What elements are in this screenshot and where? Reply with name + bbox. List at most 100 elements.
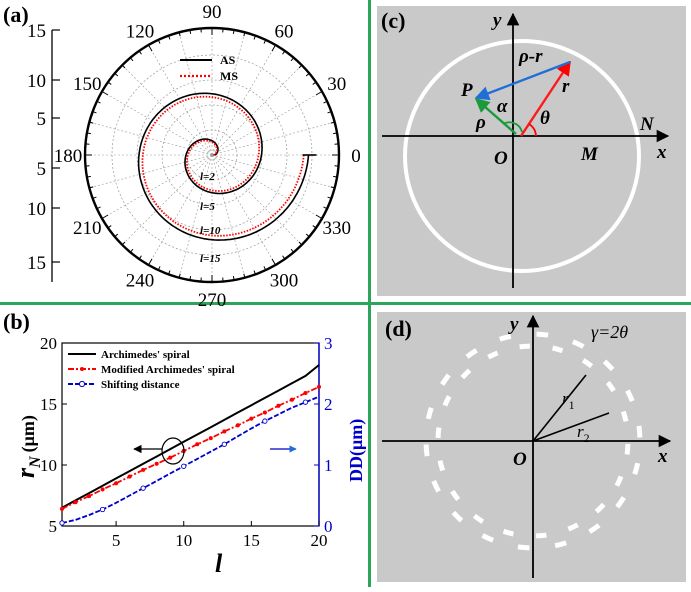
curve-label-l2: l=2	[200, 171, 215, 183]
series-point-1	[128, 475, 131, 478]
series-point-1	[142, 468, 145, 471]
angle-tick-330: 330	[322, 218, 351, 239]
ring-segment	[635, 463, 638, 474]
ring-segment	[504, 531, 514, 534]
legend-modified-label: Modified Archimedes' spiral	[101, 364, 235, 376]
series-lines	[60, 365, 321, 525]
ring-segment	[639, 426, 640, 438]
origin-label: O	[513, 449, 527, 470]
r2-label-sub: 2	[584, 431, 590, 445]
angle-tick-300: 300	[270, 271, 299, 292]
series-point-1	[304, 391, 307, 394]
angle-tick-240: 240	[126, 271, 155, 292]
y-axis-label: y	[508, 314, 519, 335]
angle-tick-0: 0	[351, 146, 361, 167]
ring-segment	[428, 408, 431, 419]
legend-modified-marker	[80, 367, 84, 371]
ring-segment	[623, 412, 626, 422]
series-point-1	[87, 495, 90, 498]
angle-tick-30: 30	[327, 74, 346, 95]
y2-tick-label: 2	[324, 395, 333, 414]
rho-minus-r-label: ρ-r	[518, 46, 543, 67]
series-line-2	[62, 397, 319, 523]
origin-label: O	[494, 148, 508, 169]
series-point-1	[223, 430, 226, 433]
x-tick-label: 10	[175, 531, 192, 550]
series-point-1	[317, 385, 320, 388]
panel-d-background	[377, 312, 686, 582]
vertical-divider	[368, 0, 371, 587]
x-tick-label: 15	[243, 531, 260, 550]
angle-minor-tick	[190, 30, 191, 34]
x-axis-title: l	[215, 549, 223, 578]
x-axis-label: x	[656, 142, 667, 163]
angle-tick-60: 60	[275, 21, 294, 42]
series-point-1	[101, 488, 104, 491]
y-tick-label: 5	[49, 517, 58, 536]
x-tick-label: 5	[112, 531, 121, 550]
curve-label-l10: l=10	[200, 225, 221, 237]
angle-tick-180: 180	[54, 146, 83, 167]
legend-shifting-marker	[79, 381, 84, 386]
radial-tick-label: 10	[27, 71, 46, 92]
series-point-2	[263, 419, 267, 423]
series-point-2	[141, 486, 145, 490]
x-axis-label: x	[657, 446, 668, 467]
y-tick-label: 20	[40, 334, 57, 353]
gamma-text: γ=2θ	[591, 322, 628, 342]
legend-shifting-label: Shifting distance	[101, 379, 180, 391]
ring-segment	[518, 547, 530, 548]
angle-minor-tick	[333, 176, 337, 177]
series-point-1	[60, 507, 63, 510]
ring-segment	[438, 428, 439, 438]
y-axis-label: y	[491, 10, 502, 31]
ring-segment	[553, 348, 563, 351]
y-tick-label: 15	[40, 395, 57, 414]
ring-segment	[520, 346, 530, 347]
legend-ms-label: MS	[220, 69, 238, 83]
series-point-1	[115, 482, 118, 485]
y2-tick-label: 0	[324, 517, 333, 536]
panel-d-label: (d)	[385, 316, 412, 341]
ring-segment	[627, 444, 628, 454]
angle-tick-210: 210	[73, 218, 102, 239]
angle-tick-120: 120	[126, 21, 155, 42]
r-vector-label: r	[562, 76, 570, 97]
y2-tick-label: 3	[324, 334, 333, 353]
r1-label-sub: 1	[569, 398, 575, 412]
y-axis-title-unit: (μm)	[18, 415, 39, 452]
angle-minor-tick	[87, 133, 91, 134]
series-point-1	[250, 417, 253, 420]
panel-d-geometry-diagram: (d) γ=2θ y x O r1 r2	[377, 312, 686, 582]
series-point-2	[60, 521, 64, 525]
y-axis-title-sub: N	[27, 455, 44, 469]
series-point-1	[236, 424, 239, 427]
horizontal-divider	[0, 302, 691, 305]
legend-archimedes-label: Archimedes' spiral	[101, 349, 190, 361]
angle-minor-tick	[333, 133, 337, 134]
panel-b-label: (b)	[3, 309, 30, 334]
angle-tick-90: 90	[203, 2, 222, 23]
series-point-1	[169, 456, 172, 459]
polar-grid	[85, 28, 339, 282]
series-line-1	[62, 387, 319, 509]
y2-tick-label: 1	[324, 456, 333, 475]
series-point-1	[155, 462, 158, 465]
angle-minor-tick	[233, 30, 234, 34]
legend-as-label: AS	[220, 53, 236, 67]
series-point-2	[182, 464, 186, 468]
curve-label-l15: l=15	[200, 253, 221, 265]
panel-c-label: (c)	[381, 8, 405, 33]
ring-segment	[440, 461, 443, 471]
series-point-1	[290, 398, 293, 401]
series-point-1	[277, 404, 280, 407]
point-n-label: N	[639, 114, 655, 135]
angle-tick-150: 150	[73, 74, 102, 95]
theta-label: θ	[540, 108, 550, 129]
series-point-2	[303, 400, 307, 404]
radial-tick-label: 10	[27, 199, 46, 220]
